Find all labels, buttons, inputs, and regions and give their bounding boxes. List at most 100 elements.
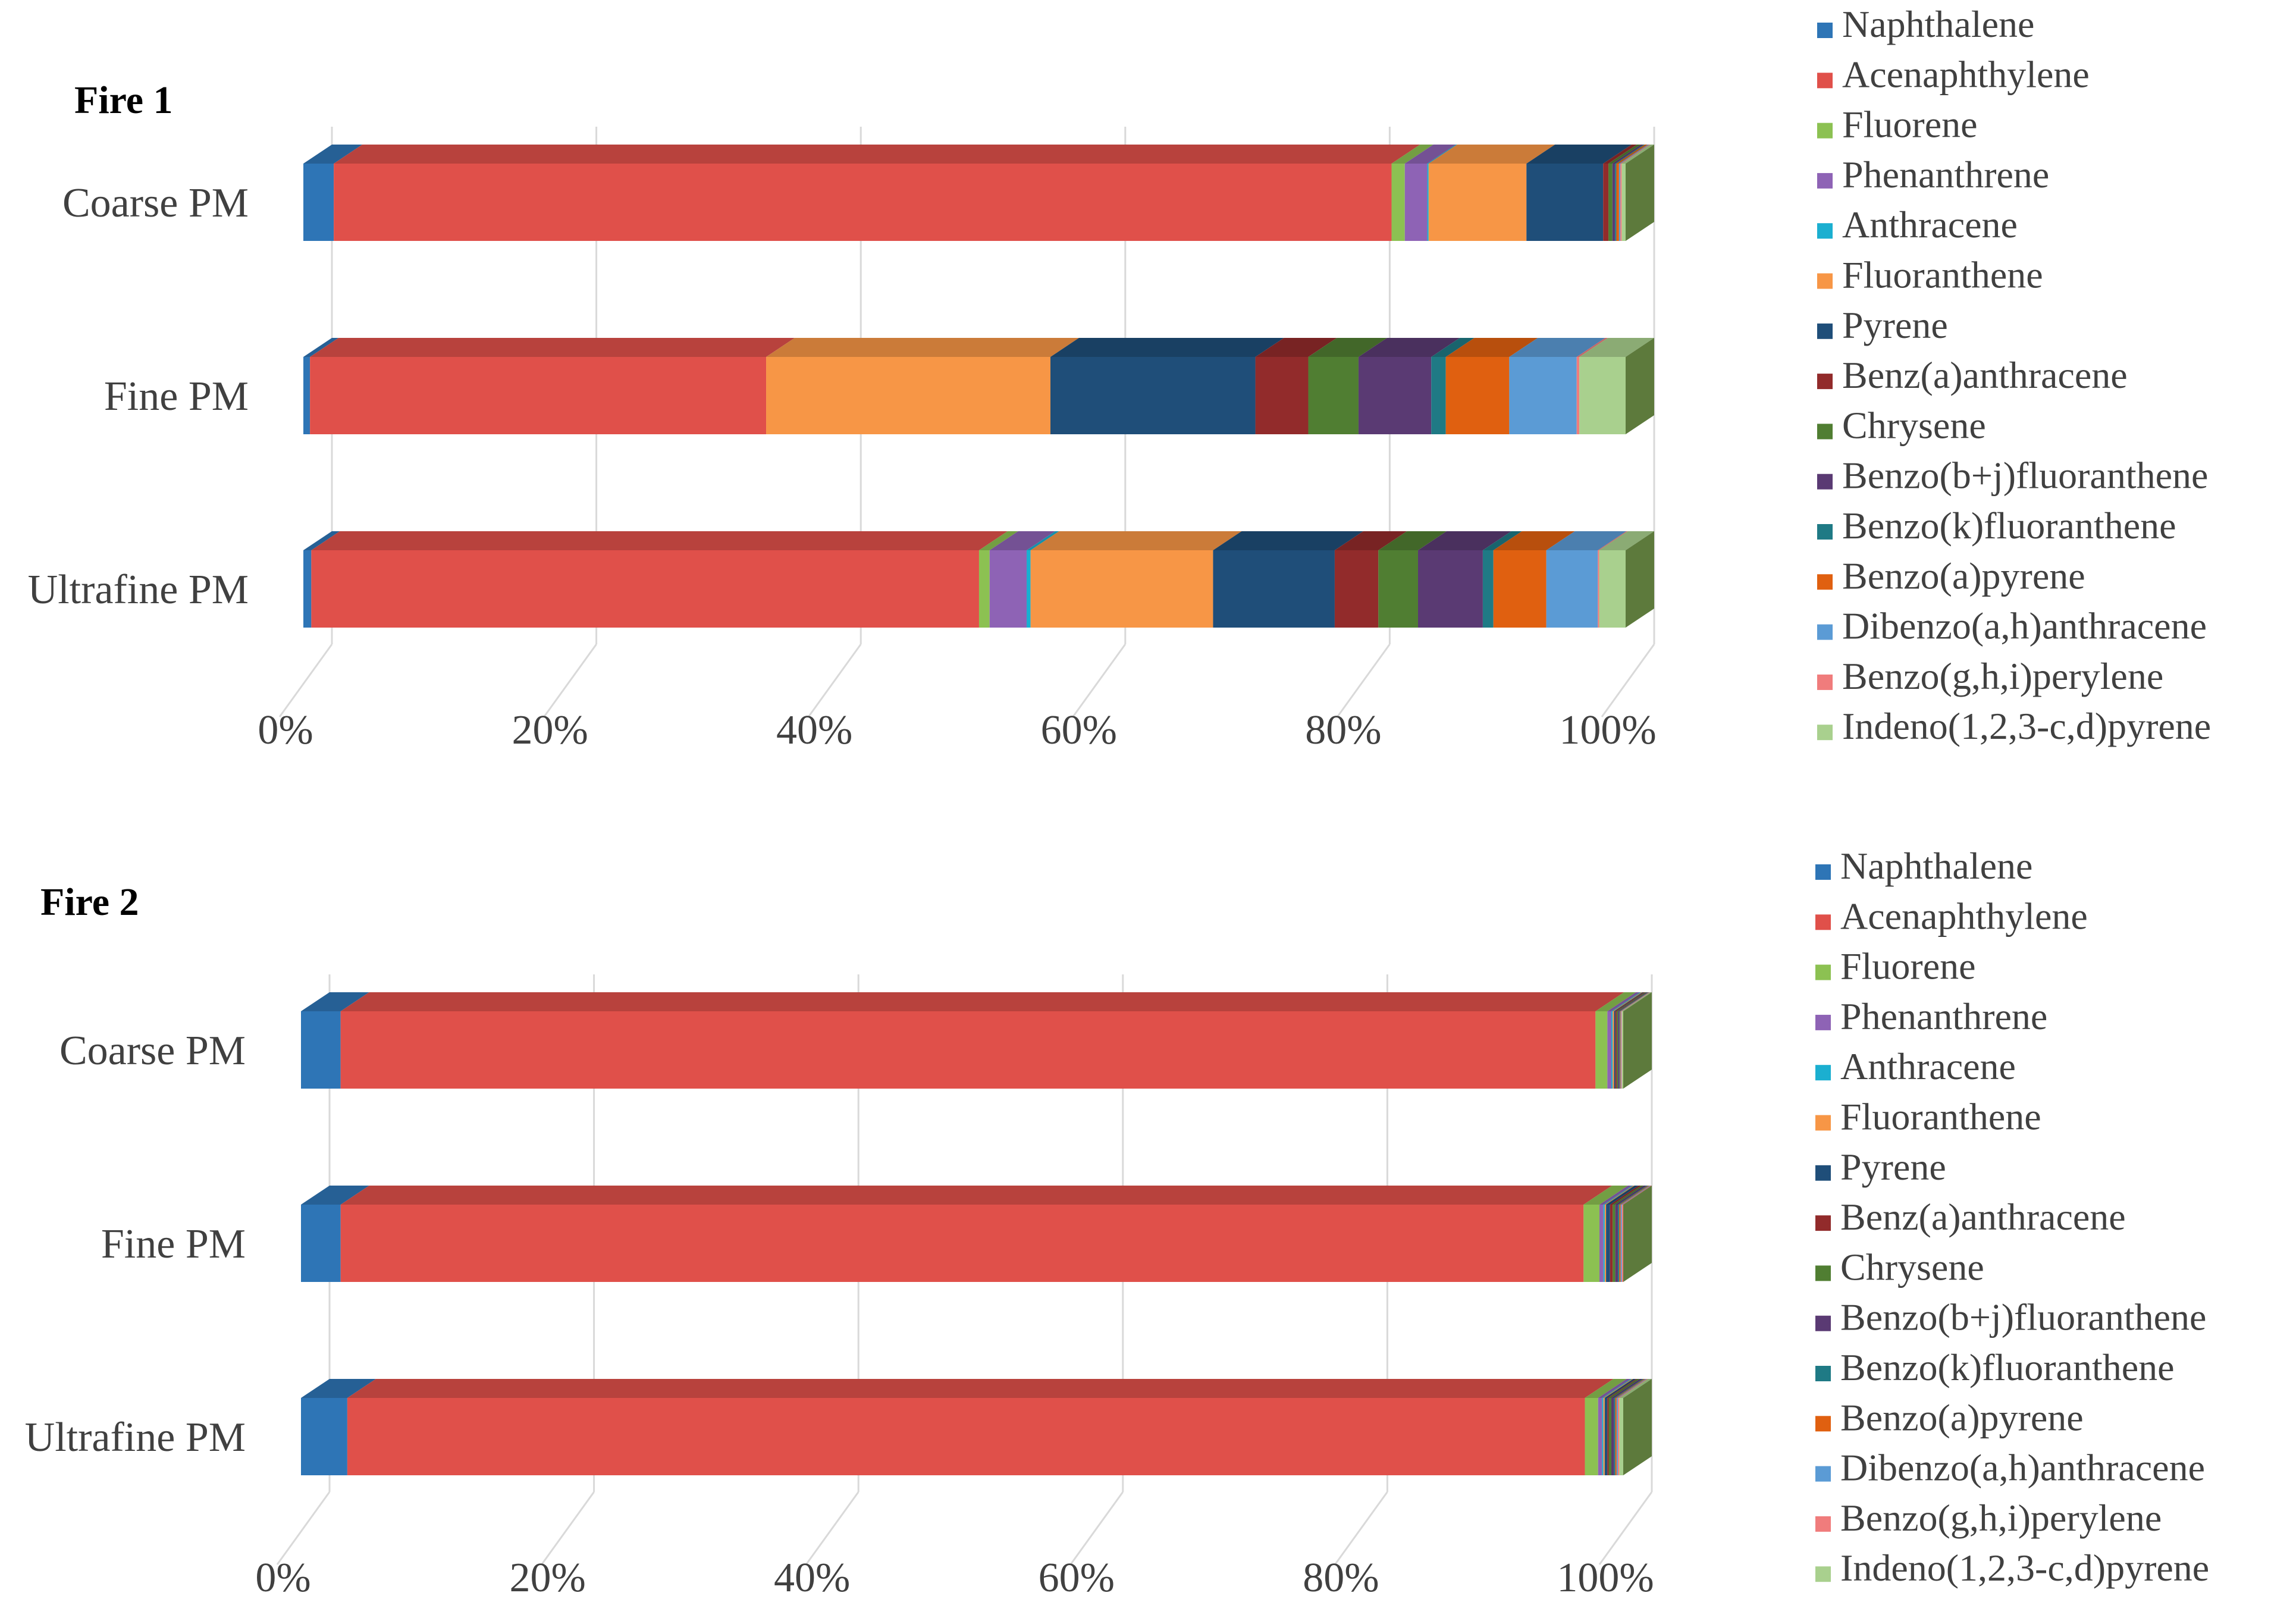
bar-segment-benzo-b-j-fluoranthene-top xyxy=(1618,992,1648,1011)
legend-label: Fluoranthene xyxy=(1840,1096,2041,1138)
legend-item-benzo-k-fluoranthene: Benzo(k)fluoranthene xyxy=(1815,1346,2175,1388)
gridline-floor xyxy=(1601,644,1655,717)
bar-segment-naphthalene-top xyxy=(301,1186,369,1205)
bar-segment-naphthalene-front xyxy=(303,164,334,241)
legend-item-acenaphthylene: Acenaphthylene xyxy=(1815,895,2088,937)
bar-segment-anthracene-front xyxy=(1427,164,1429,241)
bar-segment-dibenzo-a-h-anthracene-front xyxy=(1616,1398,1618,1475)
bar-segment-benzo-b-j-fluoranthene-front xyxy=(1611,1398,1614,1475)
legend-swatch xyxy=(1817,123,1833,139)
bar-segment-benz-a-anthracene xyxy=(1603,145,1638,241)
legend-label: Benzo(k)fluoranthene xyxy=(1840,1346,2175,1388)
bar-segment-indeno-1-2-3-c-d-pyrene-front xyxy=(1619,1398,1623,1475)
legend-item-benzo-g-h-i-perylene: Benzo(g,h,i)perylene xyxy=(1815,1497,2162,1539)
legend-item-phenanthrene: Phenanthrene xyxy=(1815,995,2047,1037)
bar-segment-benzo-k-fluoranthene-top xyxy=(1618,1186,1648,1205)
legend-label: Pyrene xyxy=(1840,1146,1946,1188)
legend-swatch xyxy=(1815,1014,1831,1030)
legend-swatch xyxy=(1815,964,1831,980)
bar-segment-chrysene-top xyxy=(1613,1186,1644,1205)
bar-segment-benz-a-anthracene-top xyxy=(1615,992,1645,1011)
bar-segment-acenaphthylene-top xyxy=(311,531,1008,550)
bar-segment-benz-a-anthracene xyxy=(1615,992,1645,1089)
bar-segment-fluoranthene xyxy=(1604,1186,1635,1282)
legend-label: Indeno(1,2,3-c,d)pyrene xyxy=(1840,1547,2209,1589)
chart-title: Fire 2 xyxy=(40,880,139,924)
bar-segment-chrysene-front xyxy=(1608,1398,1611,1475)
bar-segment-fluoranthene-front xyxy=(1604,1205,1607,1282)
legend-item-fluoranthene: Fluoranthene xyxy=(1815,1096,2041,1138)
bar-segment-acenaphthylene-front xyxy=(340,1011,1596,1089)
bar-segment-benzo-k-fluoranthene-top xyxy=(1431,338,1475,357)
legend-swatch xyxy=(1815,1165,1831,1181)
legend-label: Anthracene xyxy=(1842,203,2018,246)
bar-segment-fluorene-top xyxy=(1391,145,1433,164)
bar-segment-fluoranthene-top xyxy=(1428,145,1555,164)
bar-segment-fluoranthene-top xyxy=(1604,1186,1635,1205)
legend-item-chrysene: Chrysene xyxy=(1815,1246,1984,1288)
bar-segment-benzo-k-fluoranthene-top xyxy=(1482,531,1522,550)
x-tick-label: 100% xyxy=(1557,1555,1654,1601)
bar-segment-benz-a-anthracene xyxy=(1334,531,1407,628)
bar-segment-dibenzo-a-h-anthracene-front xyxy=(1509,357,1577,434)
bar-segment-pyrene xyxy=(1614,992,1644,1089)
bar-segment-anthracene-top xyxy=(1602,1379,1632,1398)
bar-segment-chrysene-front xyxy=(1616,1011,1618,1089)
bar-segment-dibenzo-a-h-anthracene-top xyxy=(1616,1379,1647,1398)
legend-swatch xyxy=(1815,1566,1831,1582)
legend-label: Chrysene xyxy=(1840,1246,1984,1288)
bar-segment-chrysene-top xyxy=(1616,992,1647,1011)
legend-label: Benzo(a)pyrene xyxy=(1840,1396,2084,1438)
bar-segment-phenanthrene-front xyxy=(1598,1398,1602,1475)
bar-segment-indeno-1-2-3-c-d-pyrene-top xyxy=(1599,531,1654,550)
gridline-floor xyxy=(1069,1491,1124,1565)
legend-swatch xyxy=(1815,1265,1831,1281)
legend-label: Pyrene xyxy=(1842,304,1948,346)
legend-label: Fluoranthene xyxy=(1842,254,2043,296)
x-tick-label: 80% xyxy=(1303,1555,1379,1601)
bar-segment-naphthalene xyxy=(301,992,369,1089)
bar-segment-benzo-a-pyrene-top xyxy=(1620,992,1649,1011)
bar-segment-benzo-k-fluoranthene xyxy=(1614,1379,1644,1475)
bar-segment-indeno-1-2-3-c-d-pyrene xyxy=(1621,992,1652,1089)
bar-segment-fluoranthene xyxy=(1613,992,1643,1089)
x-tick-label: 20% xyxy=(512,707,588,753)
bar-segment-phenanthrene-top xyxy=(1599,1186,1632,1205)
category-label: Fine PM xyxy=(104,374,249,419)
bar-segment-benzo-g-h-i-perylene xyxy=(1618,1379,1648,1475)
legend-item-indeno-1-2-3-c-d-pyrene: Indeno(1,2,3-c,d)pyrene xyxy=(1817,705,2211,747)
bar-segment-benz-a-anthracene xyxy=(1255,338,1337,434)
bar-segment-naphthalene-front xyxy=(301,1398,347,1475)
bar-segment-benzo-b-j-fluoranthene xyxy=(1612,145,1644,241)
bar-segment-phenanthrene xyxy=(1598,1379,1631,1475)
bar-segment-phenanthrene xyxy=(1599,1186,1632,1282)
legend-item-anthracene: Anthracene xyxy=(1817,203,2018,246)
legend-item-benzo-a-pyrene: Benzo(a)pyrene xyxy=(1817,554,2085,597)
bar-segment-benzo-b-j-fluoranthene-front xyxy=(1612,164,1616,241)
bar-segment-indeno-1-2-3-c-d-pyrene xyxy=(1621,145,1654,241)
bar-segment-benzo-g-h-i-perylene-front xyxy=(1621,1011,1622,1089)
x-tick-label: 20% xyxy=(509,1555,585,1601)
legend-item-dibenzo-a-h-anthracene: Dibenzo(a,h)anthracene xyxy=(1817,605,2207,647)
bar-segment-acenaphthylene-front xyxy=(311,550,979,628)
bar-row-ultrafine-pm xyxy=(303,531,1654,628)
bar-segment-anthracene xyxy=(1026,531,1059,628)
bar-segment-benzo-g-h-i-perylene-front xyxy=(1618,1398,1620,1475)
gridline-floor xyxy=(278,644,333,717)
legend-label: Benzo(g,h,i)perylene xyxy=(1842,655,2163,697)
bar-row-fine-pm xyxy=(301,1186,1652,1282)
bar-segment-benzo-k-fluoranthene xyxy=(1431,338,1475,434)
legend-swatch xyxy=(1815,1315,1831,1331)
bar-segment-benzo-k-fluoranthene xyxy=(1619,992,1649,1089)
bar-segment-pyrene-top xyxy=(1606,1186,1639,1205)
bar-segment-benzo-a-pyrene-top xyxy=(1616,145,1648,164)
bar-segment-benzo-b-j-fluoranthene-top xyxy=(1417,531,1511,550)
bar-segment-fluorene-front xyxy=(1595,1011,1608,1089)
bar-segment-pyrene xyxy=(1606,1186,1639,1282)
bar-segment-indeno-1-2-3-c-d-pyrene xyxy=(1599,531,1654,628)
bar-segment-benzo-k-fluoranthene xyxy=(1615,145,1645,241)
category-label: Coarse PM xyxy=(59,1028,246,1074)
bar-segment-benzo-a-pyrene-front xyxy=(1619,1205,1621,1282)
legend-item-benzo-k-fluoranthene: Benzo(k)fluoranthene xyxy=(1817,504,2176,547)
gridline-floor xyxy=(276,1491,331,1565)
